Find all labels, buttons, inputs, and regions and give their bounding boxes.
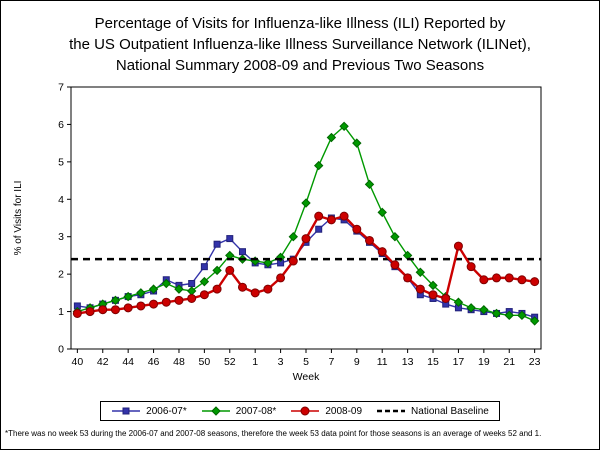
legend-swatch-diamond-icon bbox=[201, 406, 230, 416]
svg-text:50: 50 bbox=[199, 356, 211, 368]
svg-text:19: 19 bbox=[478, 356, 490, 368]
legend-item-2008-09: 2008-09 bbox=[290, 405, 362, 417]
svg-text:5: 5 bbox=[303, 356, 309, 368]
legend-label-national-baseline: National Baseline bbox=[411, 405, 489, 417]
legend-item-2007-08: 2007-08* bbox=[201, 405, 277, 417]
svg-text:15: 15 bbox=[427, 356, 439, 368]
legend-item-national-baseline: National Baseline bbox=[376, 405, 489, 417]
legend-item-2006-07: 2006-07* bbox=[111, 405, 187, 417]
legend-row: 2006-07* 2007-08* 2008-09 National Basel… bbox=[1, 401, 599, 422]
chart-title-line1: Percentage of Visits for Influenza-like … bbox=[94, 15, 506, 32]
legend-label-2008-09: 2008-09 bbox=[325, 405, 363, 417]
svg-text:23: 23 bbox=[529, 356, 541, 368]
legend-label-2006-07: 2006-07* bbox=[146, 405, 187, 417]
svg-text:44: 44 bbox=[122, 356, 134, 368]
svg-text:5: 5 bbox=[58, 156, 64, 168]
svg-text:7: 7 bbox=[328, 356, 334, 368]
svg-text:13: 13 bbox=[402, 356, 414, 368]
legend-label-2007-08: 2007-08* bbox=[235, 405, 277, 417]
svg-text:11: 11 bbox=[377, 356, 388, 368]
svg-text:% of Visits for ILI: % of Visits for ILI bbox=[13, 181, 24, 256]
svg-text:17: 17 bbox=[453, 356, 465, 368]
svg-text:2: 2 bbox=[58, 269, 64, 281]
svg-text:46: 46 bbox=[148, 356, 160, 368]
chart-title-line3: National Summary 2008-09 and Previous Tw… bbox=[115, 57, 485, 74]
chart-title: Percentage of Visits for Influenza-like … bbox=[1, 13, 599, 76]
svg-text:4: 4 bbox=[58, 194, 64, 206]
svg-text:40: 40 bbox=[72, 356, 84, 368]
svg-text:3: 3 bbox=[58, 231, 64, 243]
svg-text:0: 0 bbox=[58, 344, 64, 356]
legend-swatch-square-icon bbox=[112, 407, 141, 415]
svg-text:3: 3 bbox=[278, 356, 284, 368]
svg-text:48: 48 bbox=[173, 356, 185, 368]
svg-text:52: 52 bbox=[224, 356, 236, 368]
chart-title-line2: the US Outpatient Influenza-like Illness… bbox=[69, 36, 531, 53]
chart-legend: 2006-07* 2007-08* 2008-09 National Basel… bbox=[100, 401, 500, 421]
footnote: *There was no week 53 during the 2006-07… bbox=[5, 429, 542, 438]
svg-text:9: 9 bbox=[354, 356, 360, 368]
svg-text:1: 1 bbox=[58, 306, 64, 318]
svg-text:21: 21 bbox=[503, 356, 515, 368]
legend-swatch-dashed-line-icon bbox=[377, 409, 406, 413]
legend-swatch-circle-icon bbox=[291, 406, 320, 416]
svg-text:7: 7 bbox=[58, 82, 64, 94]
svg-text:6: 6 bbox=[58, 119, 64, 131]
svg-text:Week: Week bbox=[293, 371, 320, 383]
svg-text:42: 42 bbox=[97, 356, 109, 368]
svg-text:1: 1 bbox=[252, 356, 258, 368]
